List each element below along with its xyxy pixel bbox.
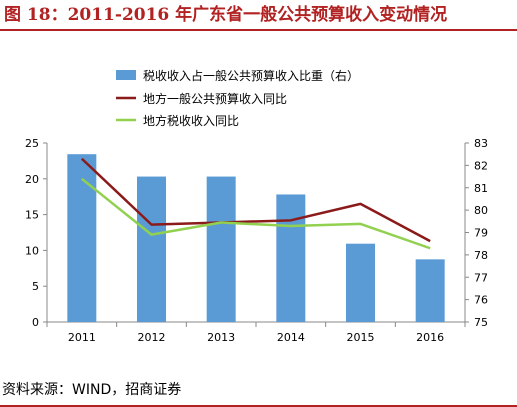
legend-swatch-bar <box>116 70 136 80</box>
title-divider <box>0 29 517 31</box>
left-tick-label: 25 <box>25 137 39 150</box>
right-tick-label: 78 <box>474 249 488 262</box>
series-line-1 <box>80 157 431 243</box>
series-line-2 <box>81 177 431 250</box>
plot-area: 0 5 10 15 20 25 75 76 77 78 79 80 81 82 83 2011 2012 2013… <box>25 137 488 344</box>
left-tick-label: 0 <box>32 316 39 329</box>
right-tick-label: 79 <box>474 227 488 240</box>
x-tick-label: 2012 <box>138 331 166 344</box>
right-tick-label: 77 <box>474 271 488 284</box>
legend-label-line2: 地方税收收入同比 <box>143 113 239 128</box>
left-tick-label: 15 <box>25 209 39 222</box>
x-tick-label: 2011 <box>68 331 96 344</box>
bar <box>137 176 166 322</box>
right-tick-label: 82 <box>474 159 488 172</box>
right-tick-label: 75 <box>474 316 488 329</box>
figure-title: 图 18：2011-2016 年广东省一般公共预算收入变动情况 <box>4 5 448 25</box>
source-note: 资料来源：WIND，招商证券 <box>2 382 182 398</box>
left-tick-label: 10 <box>25 244 39 257</box>
x-tick-label: 2014 <box>277 331 305 344</box>
x-tick-label: 2016 <box>416 331 444 344</box>
bar <box>415 259 445 322</box>
bar <box>67 154 97 322</box>
right-tick-label: 80 <box>474 204 488 217</box>
x-tick-label: 2013 <box>207 331 235 344</box>
left-tick-label: 5 <box>32 280 39 293</box>
legend-label-line1: 地方一般公共预算收入同比 <box>143 91 287 106</box>
legend-label-bar: 税收收入占一般公共预算收入比重（右） <box>143 68 359 83</box>
x-tick-label: 2015 <box>347 331 375 344</box>
bar <box>276 194 306 322</box>
right-tick-label: 76 <box>474 294 488 307</box>
legend: 税收收入占一般公共预算收入比重（右） 地方一般公共预算收入同比 地方税收收入同比 <box>116 68 359 128</box>
left-tick-label: 20 <box>25 173 39 186</box>
right-tick-label: 81 <box>474 182 488 195</box>
bar <box>206 176 236 322</box>
bar <box>346 243 375 322</box>
right-tick-label: 83 <box>474 137 488 150</box>
